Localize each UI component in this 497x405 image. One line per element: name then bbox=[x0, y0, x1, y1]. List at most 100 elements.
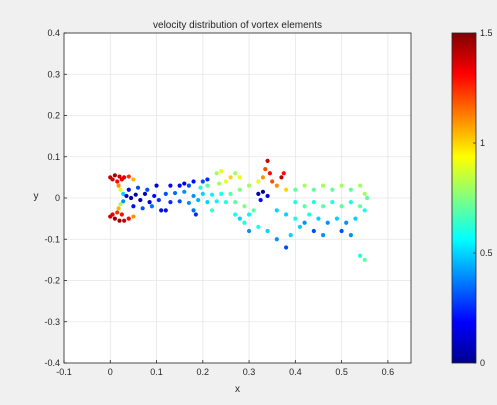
vortex-element-point bbox=[168, 183, 173, 188]
vortex-element-point bbox=[223, 179, 229, 184]
vortex-element-point bbox=[237, 187, 242, 192]
x-tick-label: 0.5 bbox=[335, 367, 348, 377]
x-tick-label: 0.6 bbox=[382, 367, 395, 377]
vortex-element-point bbox=[233, 171, 238, 176]
vortex-element-point bbox=[118, 202, 123, 207]
vortex-element-point bbox=[145, 187, 150, 192]
vortex-element-point bbox=[334, 216, 340, 221]
vortex-element-point bbox=[156, 197, 161, 203]
vortex-element-point bbox=[270, 179, 275, 184]
vortex-element-point bbox=[228, 175, 233, 180]
vortex-element-point bbox=[119, 177, 124, 182]
vortex-element-point bbox=[228, 191, 233, 196]
y-tick-label: -0.3 bbox=[44, 317, 60, 327]
vortex-element-point bbox=[209, 208, 215, 213]
vortex-element-point bbox=[142, 191, 148, 196]
vortex-element-point bbox=[256, 179, 261, 184]
vortex-element-point bbox=[219, 191, 224, 196]
vortex-element-point bbox=[131, 204, 136, 209]
vortex-element-point bbox=[260, 175, 266, 180]
vortex-element-point bbox=[246, 228, 252, 234]
vortex-element-point bbox=[147, 200, 152, 205]
vortex-element-point bbox=[117, 174, 122, 179]
vortex-element-point bbox=[302, 204, 307, 209]
vortex-element-point bbox=[344, 220, 349, 225]
vortex-element-point bbox=[233, 212, 238, 217]
vortex-element-point bbox=[283, 212, 289, 217]
y-tick-label: -0.1 bbox=[44, 234, 60, 244]
vortex-element-point bbox=[256, 224, 261, 229]
vortex-element-point bbox=[116, 183, 121, 188]
y-tick-label: -0.2 bbox=[44, 276, 60, 286]
vortex-element-point bbox=[223, 200, 229, 205]
x-axis-label: x bbox=[235, 384, 240, 395]
vortex-element-point bbox=[196, 197, 201, 203]
vortex-element-point bbox=[118, 187, 123, 192]
vortex-element-point bbox=[358, 253, 363, 258]
vortex-element-point bbox=[251, 208, 256, 213]
vortex-element-point bbox=[159, 208, 164, 213]
vortex-element-point bbox=[293, 216, 298, 221]
vortex-element-point bbox=[242, 220, 247, 225]
vortex-element-point bbox=[339, 183, 344, 188]
vortex-element-point bbox=[279, 175, 284, 180]
vortex-element-point bbox=[140, 206, 145, 211]
vortex-element-point bbox=[274, 208, 279, 213]
vortex-element-point bbox=[115, 210, 120, 215]
vortex-element-point bbox=[267, 171, 272, 176]
vortex-element-point bbox=[121, 199, 126, 204]
vortex-element-point bbox=[348, 187, 353, 192]
vortex-element-point bbox=[320, 204, 326, 209]
vortex-element-point bbox=[274, 183, 279, 188]
vortex-element-point bbox=[353, 216, 358, 221]
vortex-element-point bbox=[358, 204, 363, 209]
x-tick-label: 0.3 bbox=[243, 367, 256, 377]
vortex-element-point bbox=[256, 191, 261, 196]
vortex-element-point bbox=[307, 212, 312, 217]
vortex-element-point bbox=[110, 177, 115, 182]
vortex-element-point bbox=[297, 224, 303, 229]
vortex-element-point bbox=[260, 189, 266, 194]
vortex-element-point bbox=[330, 200, 335, 205]
scatter-points bbox=[108, 158, 370, 262]
vortex-element-point bbox=[116, 206, 121, 211]
vortex-element-point bbox=[246, 183, 252, 188]
vortex-element-point bbox=[274, 237, 279, 242]
vortex-element-point bbox=[364, 195, 370, 201]
x-tick-label: 0.4 bbox=[289, 367, 302, 377]
vortex-element-point bbox=[283, 245, 289, 250]
vortex-element-point bbox=[237, 175, 242, 180]
vortex-element-point bbox=[191, 179, 196, 184]
vortex-element-point bbox=[131, 214, 136, 219]
vortex-element-point bbox=[219, 169, 224, 174]
vortex-element-point bbox=[186, 200, 192, 206]
vortex-element-point bbox=[191, 208, 196, 213]
vortex-element-point bbox=[172, 190, 178, 196]
y-tick-label: 0.3 bbox=[47, 69, 60, 79]
vortex-element-point bbox=[168, 200, 173, 205]
vortex-element-point bbox=[330, 187, 335, 192]
vortex-element-point bbox=[325, 220, 330, 225]
vortex-element-point bbox=[362, 191, 367, 196]
vortex-element-point bbox=[320, 233, 326, 238]
vortex-element-point bbox=[112, 173, 117, 178]
colorbar-ticks: 0 0.5 1 1.5 bbox=[473, 28, 493, 368]
vortex-element-point bbox=[311, 187, 316, 192]
vortex-element-point bbox=[316, 216, 321, 221]
x-tick-label: 0.1 bbox=[150, 367, 163, 377]
vortex-element-point bbox=[348, 233, 353, 238]
vortex-element-point bbox=[177, 199, 182, 204]
vortex-element-point bbox=[237, 216, 242, 221]
vortex-element-point bbox=[186, 183, 192, 188]
colorbar-tick-label: 1 bbox=[480, 138, 485, 148]
vortex-element-point bbox=[131, 177, 136, 182]
vortex-element-point bbox=[152, 193, 157, 199]
y-tick-label: 0 bbox=[55, 193, 60, 203]
vortex-element-point bbox=[242, 204, 247, 209]
vortex-element-point bbox=[281, 171, 286, 176]
y-axis-label: y bbox=[34, 191, 39, 202]
vortex-element-point bbox=[320, 183, 326, 188]
vortex-element-point bbox=[200, 179, 205, 184]
vortex-element-point bbox=[135, 185, 141, 190]
